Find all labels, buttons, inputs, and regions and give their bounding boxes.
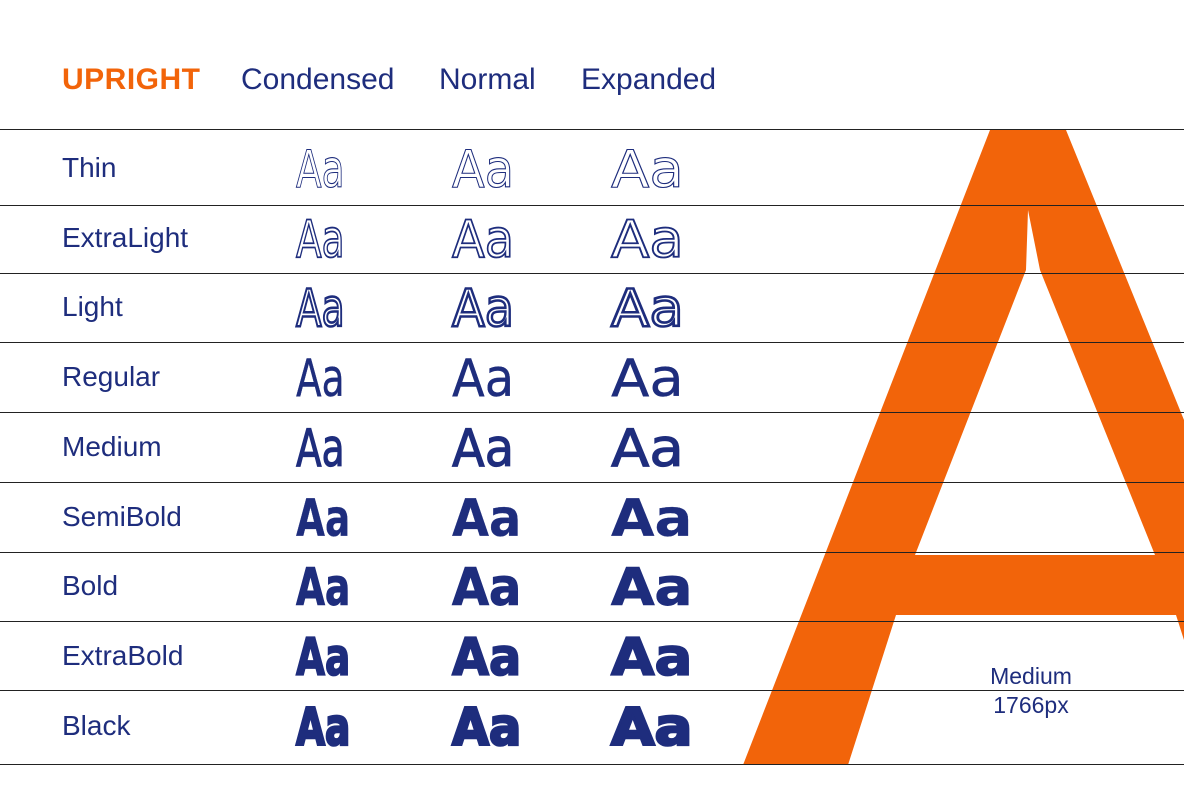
row-divider [0,342,1184,343]
weight-row-extralight: ExtraLight Aa Aa Aa [0,210,760,270]
sample-expanded: Aa [611,349,684,409]
weight-row-bold: Bold Aa Aa Aa [0,558,760,618]
row-divider [0,764,1184,765]
weight-row-regular: Regular Aa Aa Aa [0,349,760,409]
feature-size: 1766px [993,692,1069,718]
large-letter-a-shape [743,130,1184,792]
sample-normal: Aa [451,698,523,758]
weight-label: SemiBold [62,501,182,532]
sample-normal: Aa [452,349,515,409]
sample-expanded: Aa [610,140,684,200]
column-label-condensed: Condensed [241,63,395,96]
sample-normal: Aa [451,140,515,200]
sample-expanded: Aa [610,628,693,688]
row-divider [0,690,1184,691]
sample-normal: Aa [452,489,522,549]
sample-condensed: Aa [296,558,351,618]
sample-condensed: Aa [295,628,351,688]
weight-row-light: Light Aa Aa Aa [0,279,760,339]
weight-row-medium: Medium Aa Aa Aa [0,419,760,479]
sample-condensed: Aa [296,419,345,479]
weight-label: Light [62,291,123,322]
sample-condensed: Aa [295,279,345,339]
weight-label: ExtraLight [62,222,189,253]
sample-expanded: Aa [610,419,684,479]
feature-weight: Medium [990,663,1072,689]
sample-expanded: Aa [610,279,686,339]
row-divider [0,412,1184,413]
weight-label: Thin [62,152,117,183]
weight-row-semibold: SemiBold Aa Aa Aa [0,489,760,549]
weight-label: Medium [62,431,162,462]
column-label-normal: Normal [439,63,536,96]
feature-caption: Medium 1766px [966,662,1096,720]
weight-row-thin: Thin Aa Aa Aa [0,140,760,200]
weight-label: Black [62,710,131,741]
row-divider [0,273,1184,274]
column-header: UPRIGHT Condensed Normal Expanded [0,58,1184,102]
row-divider [0,205,1184,206]
sample-normal: Aa [451,628,522,688]
sample-condensed: Aa [295,698,351,758]
sample-expanded: Aa [610,210,685,270]
sample-normal: Aa [451,419,515,479]
sample-normal: Aa [451,279,515,339]
row-divider [0,621,1184,622]
weight-label: Bold [62,570,119,601]
style-title: UPRIGHT [62,63,201,96]
sample-condensed: Aa [296,489,351,549]
sample-normal: Aa [451,210,515,270]
sample-condensed: Aa [296,140,345,200]
sample-expanded: Aa [610,558,693,618]
sample-normal: Aa [452,558,522,618]
row-divider [0,129,1184,130]
weight-row-extrabold: ExtraBold Aa Aa Aa [0,628,760,688]
weight-label: Regular [62,361,161,392]
sample-condensed: Aa [296,349,345,409]
weight-row-black: Black Aa Aa Aa [0,698,760,758]
sample-expanded: Aa [611,489,693,549]
sample-expanded: Aa [610,698,694,758]
row-divider [0,552,1184,553]
row-divider [0,482,1184,483]
sample-condensed: Aa [295,210,345,270]
column-label-expanded: Expanded [581,63,717,96]
weight-label: ExtraBold [62,640,184,671]
